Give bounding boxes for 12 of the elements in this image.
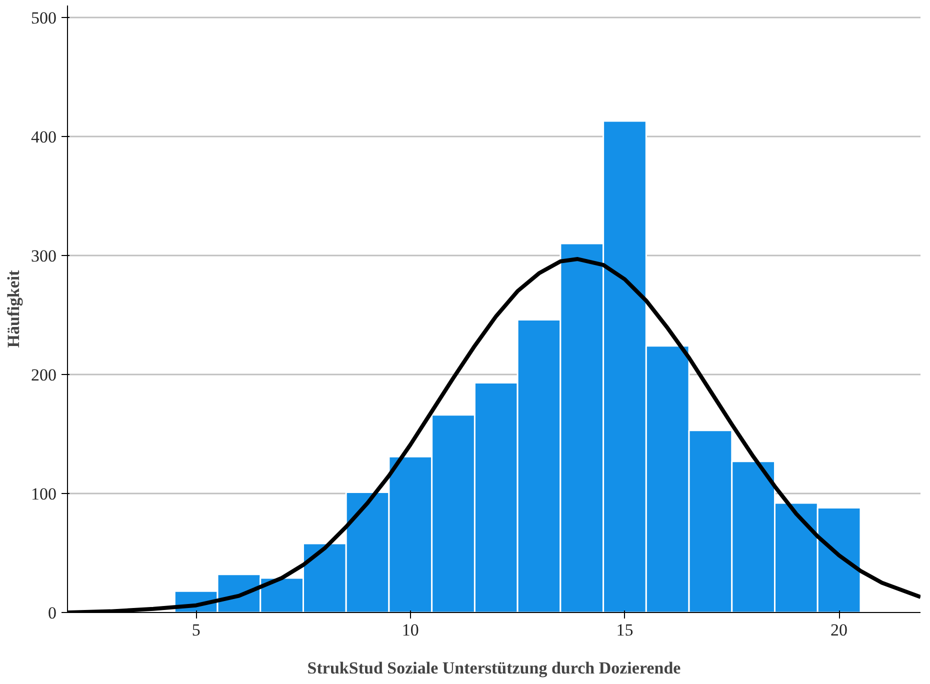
y-tick-label: 100 (31, 484, 56, 504)
x-axis-title: StrukStud Soziale Unterstützung durch Dozierende (307, 658, 682, 678)
x-tick-label: 10 (402, 620, 419, 640)
x-tick-label: 5 (192, 620, 200, 640)
y-tick-label: 400 (31, 127, 56, 146)
y-axis-title: Häufigkeit (4, 270, 23, 348)
y-tick-label: 300 (31, 246, 56, 266)
x-tick-label: 20 (830, 620, 848, 640)
x-tick-label: 15 (616, 620, 634, 640)
y-tick-label: 500 (31, 8, 56, 28)
y-tick-label: 200 (31, 365, 56, 384)
y-tick-label: 0 (48, 604, 56, 622)
